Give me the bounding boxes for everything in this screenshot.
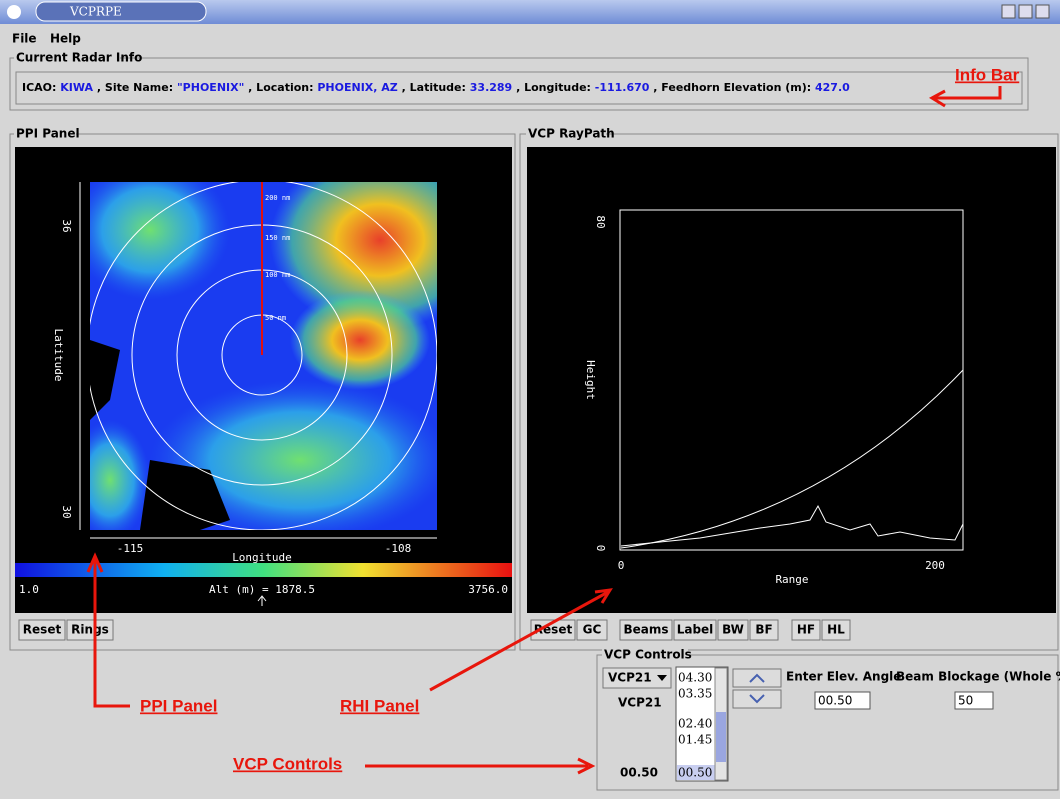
ring-label: 50 nm [265,314,286,322]
x-tick-label: -108 [385,542,412,555]
button-label: Rings [71,623,109,637]
rings-button[interactable]: Rings [67,620,113,640]
info-line: ICAO: KIWA , Site Name: "PHOENIX" , Loca… [22,81,850,94]
info-label: , Latitude: [402,81,466,94]
gc-button[interactable]: GC [577,620,607,640]
colorbar-min: 1.0 [19,583,39,596]
down-button[interactable] [733,690,781,708]
blockage-input-value: 50 [958,694,973,708]
angle-item[interactable]: 02.40 [678,717,712,731]
info-value: 33.289 [470,81,512,94]
info-value: -111.670 [595,81,650,94]
button-label: Beams [623,623,668,637]
angle-item[interactable]: 03.35 [678,687,712,701]
y-tick-label: 80 [594,215,607,228]
reset-button[interactable]: Reset [19,620,65,640]
elev-input-value: 00.50 [818,694,852,708]
menu-item[interactable]: Help [50,32,81,46]
colorbar-max: 3756.0 [468,583,508,596]
info-label: ICAO: [22,81,56,94]
info-label: , Site Name: [97,81,173,94]
elev-label: Enter Elev. Angle [786,670,901,684]
hl-button[interactable]: HL [822,620,850,640]
info-label: , Longitude: [516,81,591,94]
info-value: 427.0 [815,81,850,94]
blockage-label: Beam Blockage (Whole %) [896,670,1060,684]
y-tick-label: 36 [60,219,73,232]
y-axis-label: Height [584,360,597,400]
annotation-arrow [365,759,592,773]
angle-item[interactable]: 00.50 [678,766,712,780]
angle-item[interactable]: 01.45 [678,733,712,747]
dropdown-value: VCP21 [608,671,652,685]
vcp-label: VCP21 [618,696,662,710]
up-button[interactable] [733,669,781,687]
ring-label: 200 nm [265,194,290,202]
button-label: Reset [23,623,62,637]
button-label: GC [583,623,602,637]
page: VCPRPE File Help Current Radar Info ICAO… [0,0,1060,799]
beams-button[interactable]: Beams [620,620,672,640]
angle-item[interactable]: 04.30 [678,671,712,685]
x-tick-label: 200 [925,559,945,572]
annotation: RHI Panel [340,696,419,715]
annotation: VCP Controls [233,754,342,773]
scroll-thumb[interactable] [716,712,726,762]
annotation: PPI Panel [140,696,217,715]
bf-button[interactable]: BF [750,620,778,640]
button-label: HF [797,623,815,637]
annotation: Info Bar [955,65,1020,84]
annotation-arrow [932,86,1000,106]
group-title: VCP Controls [604,648,692,662]
window-menu-button[interactable] [7,5,21,19]
ring-label: 100 nm [265,271,290,279]
info-value: PHOENIX, AZ [317,81,397,94]
x-tick-label: -115 [117,542,144,555]
info-value: "PHOENIX" [177,81,244,94]
group-title: PPI Panel [16,127,80,141]
window-title: VCPRPE [69,5,122,19]
menu-item[interactable]: File [12,32,37,46]
info-label: , Feedhorn Elevation (m): [653,81,811,94]
info-value: KIWA [60,81,93,94]
maximize-button[interactable] [1019,5,1032,18]
button-label: Label [677,623,714,637]
hf-button[interactable]: HF [792,620,820,640]
ring-label: 150 nm [265,234,290,242]
group-title: VCP RayPath [528,127,615,141]
info-label: , Location: [248,81,313,94]
close-button[interactable] [1036,5,1049,18]
group-title: Current Radar Info [16,51,142,65]
button-label: HL [827,623,845,637]
y-tick-label: 0 [594,545,607,552]
colorbar-label: Alt (m) = 1878.5 [209,583,315,596]
x-axis-label: Longitude [232,551,292,564]
bw-button[interactable]: BW [718,620,748,640]
terrain-map [70,150,490,540]
y-tick-label: 30 [60,505,73,518]
y-axis-label: Latitude [52,329,65,382]
x-axis-label: Range [775,573,808,586]
label-button[interactable]: Label [674,620,716,640]
current-angle: 00.50 [620,766,658,780]
minimize-button[interactable] [1002,5,1015,18]
x-tick-label: 0 [618,559,625,572]
app-window: VCPRPE File Help Current Radar Info ICAO… [0,0,1060,799]
button-label: BW [722,623,744,637]
button-label: BF [755,623,772,637]
